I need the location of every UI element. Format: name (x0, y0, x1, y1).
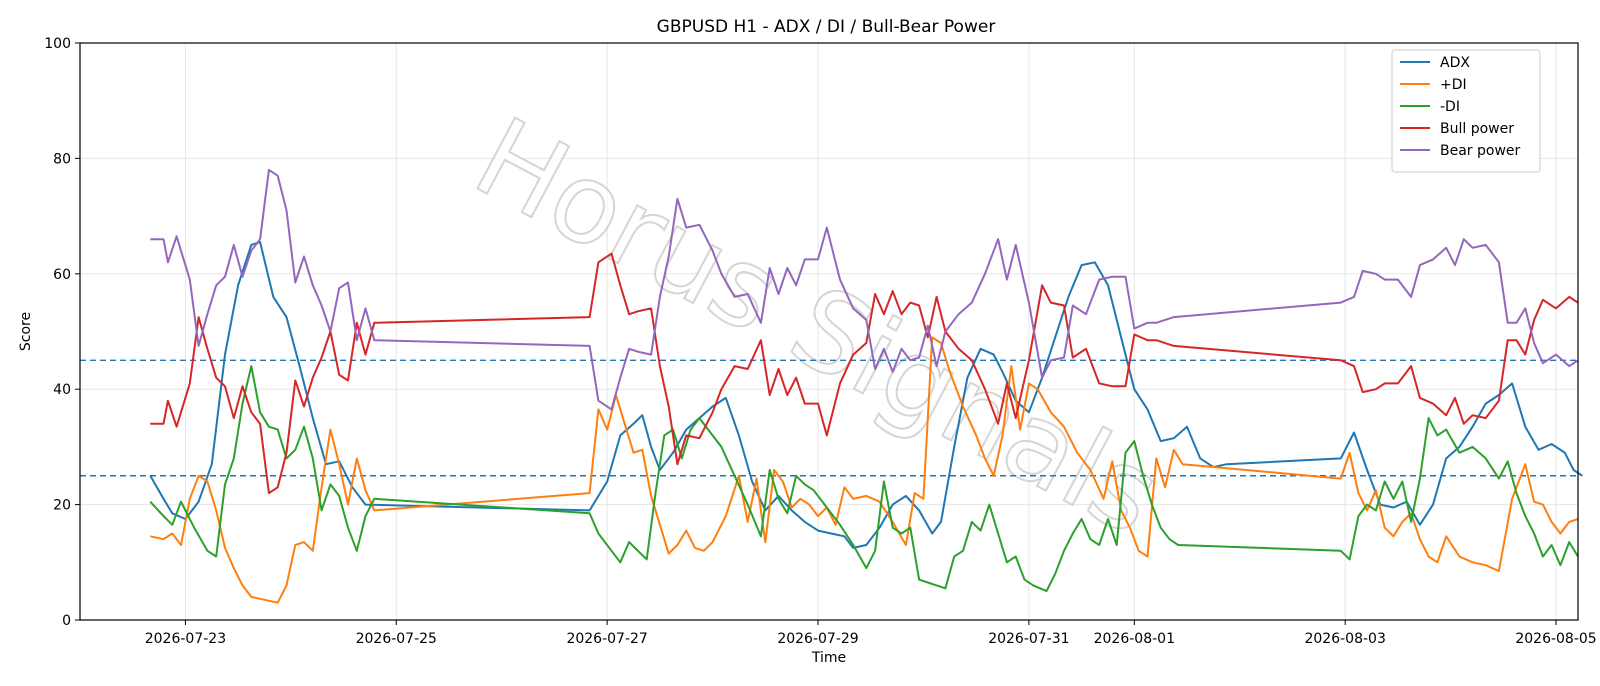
y-tick-label: 60 (53, 267, 71, 283)
x-tick-label: 2026-08-03 (1304, 631, 1385, 647)
x-tick-label: 2026-07-31 (988, 631, 1069, 647)
chart-title: GBPUSD H1 - ADX / DI / Bull-Bear Power (657, 17, 996, 37)
legend-box (1391, 49, 1541, 173)
y-axis-label: Score (18, 312, 34, 351)
y-axis: 0 20 40 60 80 100 (44, 36, 80, 629)
x-tick-label: 2026-07-25 (356, 631, 437, 647)
legend-label: ADX (1440, 55, 1470, 71)
y-tick-label: 80 (53, 151, 71, 167)
series-line-di (149, 365, 1579, 593)
series-line-di (150, 336, 1579, 604)
x-axis-label: Time (811, 650, 846, 666)
legend-label: Bear power (1440, 143, 1521, 159)
series-line-bear-power (150, 168, 1579, 411)
series-line-adx (149, 241, 1583, 549)
y-tick-label: 40 (53, 382, 71, 398)
y-tick-label: 100 (44, 36, 71, 52)
x-tick-label: 2026-08-05 (1515, 631, 1596, 647)
legend-label: +DI (1440, 77, 1467, 93)
series-line-bull-power (150, 252, 1579, 495)
x-tick-label: 2026-08-01 (1094, 631, 1175, 647)
x-axis: 2026-07-23 2026-07-25 2026-07-27 2026-07-29… (145, 620, 1597, 647)
x-tick-label: 2026-07-23 (145, 631, 226, 647)
legend-label: Bull power (1440, 121, 1514, 137)
y-tick-label: 20 (53, 498, 71, 514)
legend: ADX +DI -DI Bull power Bear power (1391, 49, 1541, 173)
series-layer (149, 168, 1583, 604)
x-tick-label: 2026-07-29 (777, 631, 858, 647)
legend-label: -DI (1440, 99, 1460, 115)
plot-frame (79, 42, 1579, 621)
y-tick-label: 0 (62, 613, 71, 629)
x-tick-label: 2026-07-27 (566, 631, 647, 647)
